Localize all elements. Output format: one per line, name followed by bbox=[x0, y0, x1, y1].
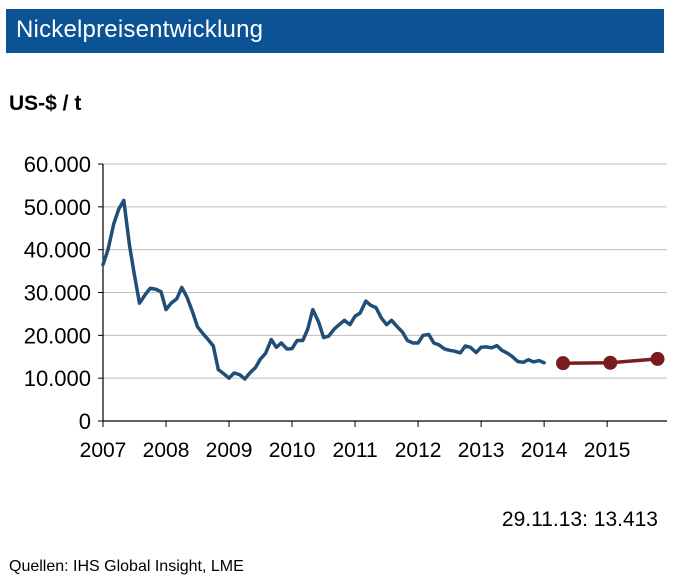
axes bbox=[98, 163, 667, 427]
y-tick-label: 20.000 bbox=[24, 323, 91, 348]
y-tick-label: 10.000 bbox=[24, 366, 91, 391]
x-tick-label: 2015 bbox=[584, 439, 631, 462]
title-bar: Nickelpreisentwicklung bbox=[6, 9, 664, 53]
series-layer bbox=[101, 198, 665, 381]
x-tick-label: 2010 bbox=[269, 439, 316, 462]
x-tick-label: 2012 bbox=[395, 439, 442, 462]
y-tick-label: 30.000 bbox=[24, 281, 91, 306]
page-title: Nickelpreisentwicklung bbox=[16, 16, 264, 43]
x-tick-label: 2009 bbox=[206, 439, 253, 462]
forecast-point bbox=[603, 355, 618, 370]
x-tick-label: 2007 bbox=[80, 439, 127, 462]
x-tick-label: 2014 bbox=[521, 439, 568, 462]
source-note: Quellen: IHS Global Insight, LME bbox=[9, 558, 244, 575]
gridlines bbox=[103, 163, 667, 379]
y-tick-labels: 0 10.000 20.000 30.000 40.000 50.000 60.000 bbox=[24, 152, 91, 434]
y-tick-label: 60.000 bbox=[24, 152, 91, 177]
y-tick-label: 0 bbox=[79, 409, 91, 434]
forecast-point bbox=[556, 356, 571, 371]
y-tick-label: 50.000 bbox=[24, 195, 91, 220]
series-line-history bbox=[101, 198, 546, 381]
x-tick-label: 2008 bbox=[143, 439, 190, 462]
latest-price-note: 29.11.13: 13.413 bbox=[501, 508, 658, 531]
y-axis-unit-label: US-$ / t bbox=[9, 92, 82, 115]
x-tick-label: 2013 bbox=[458, 439, 505, 462]
y-tick-label: 40.000 bbox=[24, 238, 91, 263]
x-tick-labels: 2007 2008 2009 2010 2011 2012 2013 2014 2015 bbox=[80, 439, 631, 462]
x-tick-label: 2011 bbox=[332, 439, 377, 462]
forecast-point bbox=[650, 351, 665, 366]
